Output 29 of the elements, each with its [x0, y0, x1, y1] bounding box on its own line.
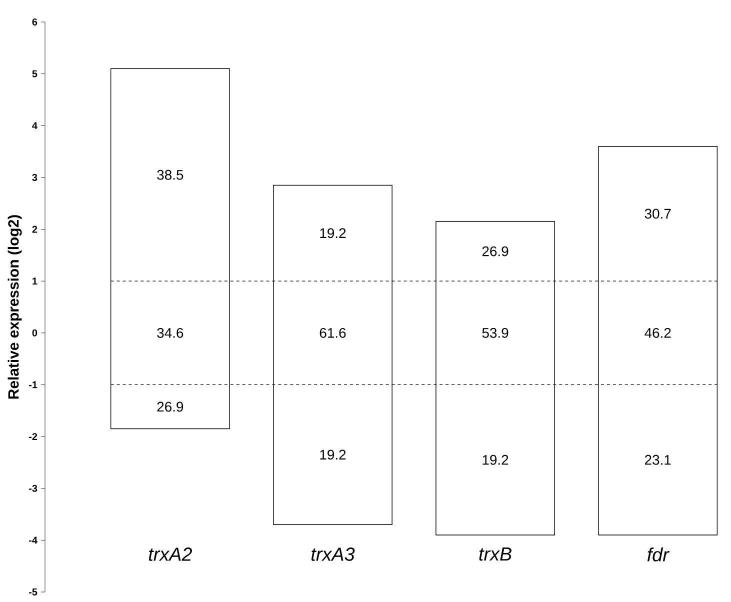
y-tick-label: -4: [29, 536, 38, 544]
annotation: 19.2: [320, 450, 346, 460]
x-tick-label: trxB: [479, 548, 512, 561]
y-tick-label: 5: [32, 70, 38, 78]
y-tick-label: -2: [29, 433, 38, 440]
annotation: 34.6: [157, 328, 184, 338]
annotation: 61.6: [320, 328, 346, 338]
annotation: 53.9: [482, 328, 508, 338]
annotation: 23.1: [644, 454, 671, 465]
annotation: 19.2: [320, 228, 346, 238]
annotation: 19.2: [482, 454, 508, 465]
y-tick-label: -3: [29, 484, 38, 492]
y-tick-label: 0: [32, 329, 38, 336]
y-tick-label: 6: [32, 18, 38, 26]
annotation: 30.7: [644, 208, 671, 219]
y-axis-title: Relative expression (log2): [8, 215, 22, 399]
y-tick-label: 1: [32, 278, 38, 285]
y-tick-label: 4: [32, 122, 38, 130]
annotation: 38.5: [157, 170, 184, 180]
x-tick-label: trxA2: [148, 548, 192, 561]
y-tick-label: -1: [29, 381, 38, 388]
annotation: 26.9: [482, 246, 508, 256]
y-tick-label: 2: [32, 226, 38, 233]
annotation: 46.2: [644, 328, 671, 338]
y-tick-label: 3: [32, 174, 38, 181]
x-tick-label: trxA3: [312, 548, 355, 561]
x-tick-label: fdr: [647, 548, 670, 562]
y-tick-label: -5: [29, 588, 38, 596]
annotation: 26.9: [157, 402, 184, 412]
